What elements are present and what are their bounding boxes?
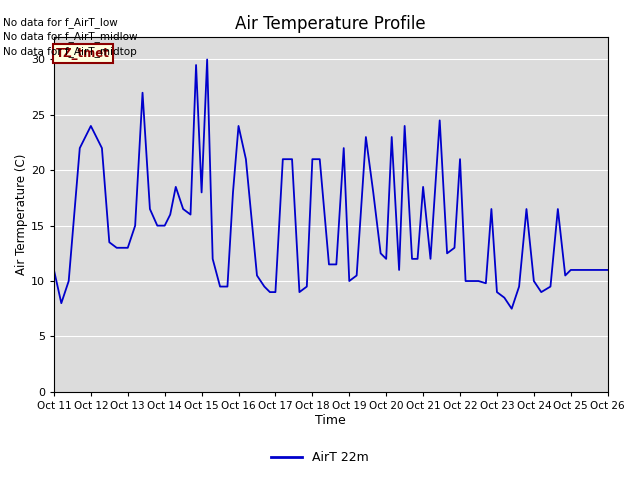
Text: No data for f_AirT_low: No data for f_AirT_low xyxy=(3,17,118,28)
Text: No data for f_AirT_midlow: No data for f_AirT_midlow xyxy=(3,31,138,42)
X-axis label: Time: Time xyxy=(316,414,346,427)
Text: No data for f_AirT_midtop: No data for f_AirT_midtop xyxy=(3,46,137,57)
Y-axis label: Air Termperature (C): Air Termperature (C) xyxy=(15,154,28,275)
Title: Air Temperature Profile: Air Temperature Profile xyxy=(236,15,426,33)
Legend: AirT 22m: AirT 22m xyxy=(266,446,374,469)
Text: TZ_tmet: TZ_tmet xyxy=(56,47,109,60)
